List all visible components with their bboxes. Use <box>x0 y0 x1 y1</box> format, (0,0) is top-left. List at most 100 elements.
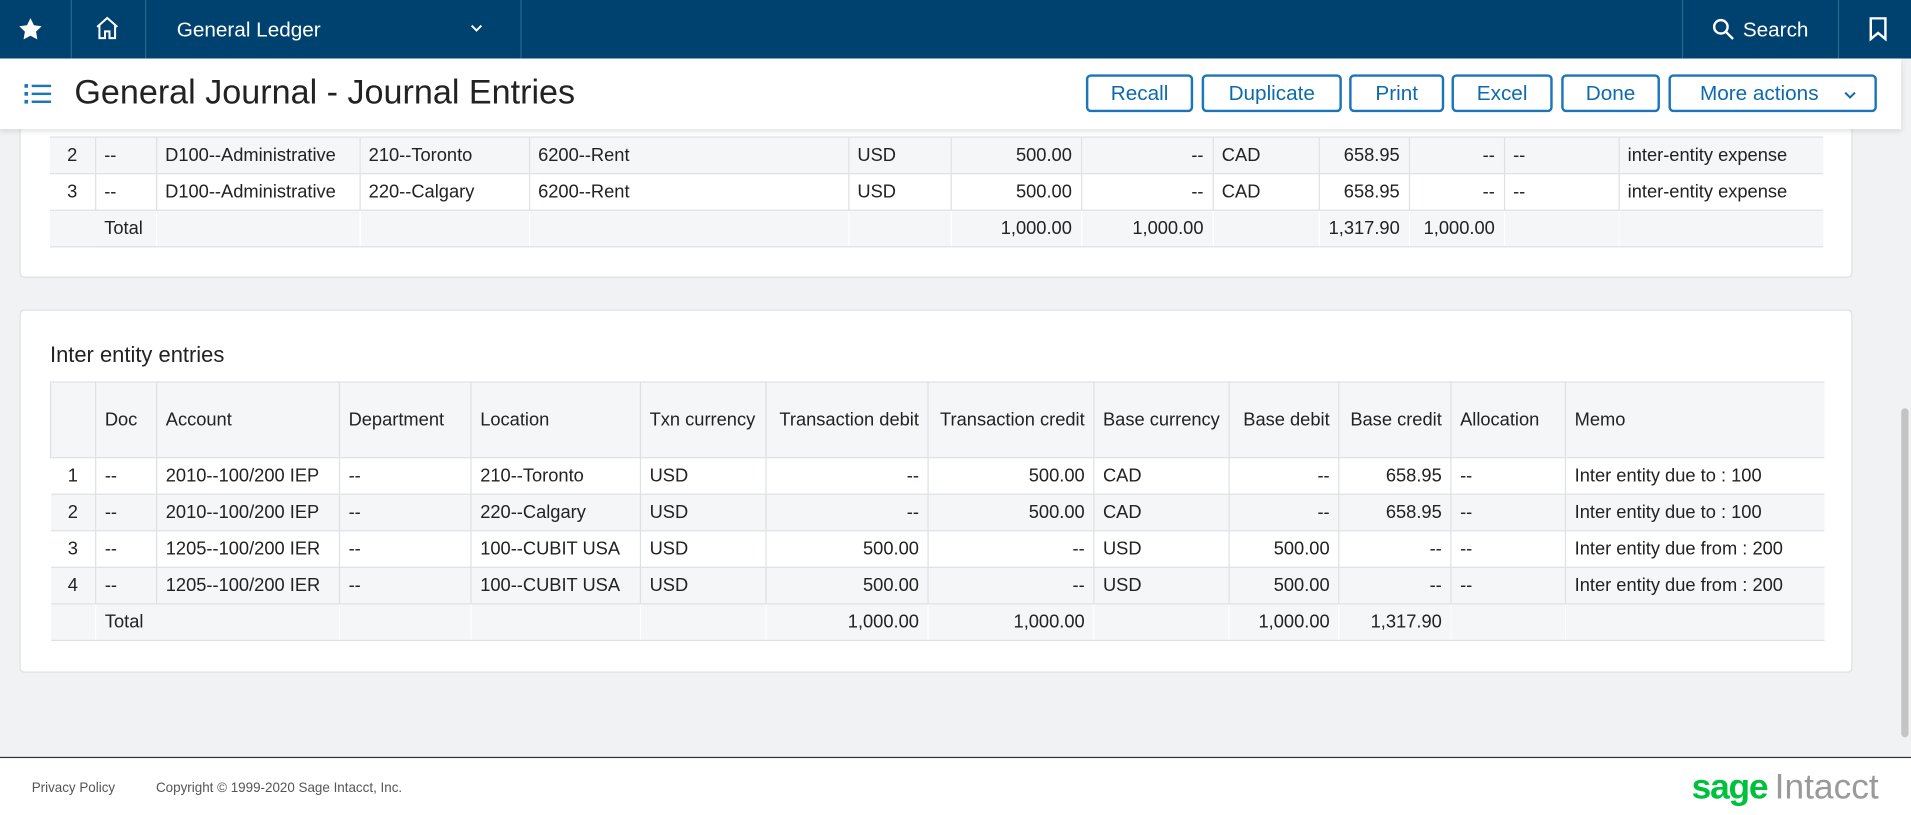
header-label: Department <box>348 409 445 431</box>
header-label: Location <box>480 409 550 431</box>
header-label: Base currency <box>1102 409 1220 431</box>
cell: 1,000.00 <box>1408 209 1504 248</box>
action-button[interactable]: More actions <box>1668 74 1877 113</box>
menu-icon[interactable] <box>24 82 52 106</box>
chevron[interactable] <box>469 22 484 34</box>
header-cell: Base currency <box>1093 381 1230 459</box>
cell: Inter entity due to : 100 <box>1564 493 1824 532</box>
header-label: Base debit <box>1243 409 1330 431</box>
button-label: Done <box>1585 81 1636 105</box>
cell: 1 <box>50 457 97 495</box>
action-button[interactable]: Duplicate <box>1201 74 1342 113</box>
cell: -- <box>927 566 1095 605</box>
total-label: Total <box>104 218 143 239</box>
cell: inter-entity expense <box>1617 136 1824 175</box>
header-cell: Memo <box>1564 381 1824 459</box>
cell: 658.95 <box>1338 457 1452 495</box>
footer: Privacy Policy Copyright © 1999-2020 Sag… <box>0 756 1911 815</box>
cell: 2010--100/200 IEP <box>156 457 341 495</box>
cell: -- <box>1080 173 1214 211</box>
cell <box>50 603 96 642</box>
cell: 4 <box>50 566 97 605</box>
favorites-icon[interactable] <box>18 17 42 41</box>
cell: 500.00 <box>1228 530 1340 568</box>
total-row: Total 1,000.00 1,000.00 1,000.00 1,317.90 <box>50 603 1824 642</box>
cell <box>339 603 472 642</box>
cell: -- <box>1228 493 1340 532</box>
action-button[interactable]: Print <box>1349 74 1445 113</box>
header-row: Doc Account Department Location Txn currency… <box>49 381 1824 459</box>
cell: 658.95 <box>1318 136 1410 175</box>
top-nav: General Ledger Search <box>0 0 1911 59</box>
header-cell: Account <box>156 381 341 459</box>
page-title: General Journal - Journal Entries <box>74 73 576 111</box>
scrollbar[interactable] <box>1901 408 1909 738</box>
cell: -- <box>1450 530 1567 568</box>
button-label: Excel <box>1476 81 1528 105</box>
cell: Inter entity due from : 200 <box>1564 566 1824 605</box>
cell: 2010--100/200 IEP <box>156 493 341 532</box>
home-icon[interactable] <box>94 15 121 42</box>
cell: 1,317.90 <box>1318 209 1409 248</box>
cell: 500.00 <box>1228 566 1340 605</box>
logo-product: Intacct <box>1774 767 1879 807</box>
table-row: 3 -- 1205--100/200 IER -- 100--CUBIT USA USD 5… <box>50 530 1824 568</box>
cell <box>1565 603 1824 642</box>
cell: -- <box>1450 493 1567 532</box>
cell <box>156 209 360 248</box>
header-label: Memo <box>1574 409 1626 431</box>
data-table: Doc Account Department Location Txn currency… <box>49 381 1824 642</box>
cell <box>1450 603 1566 642</box>
bookmark-icon[interactable] <box>1868 17 1888 42</box>
total-value: 1,000.00 <box>847 611 919 633</box>
cell: -- <box>94 173 157 211</box>
search-label[interactable]: Search <box>1742 18 1809 42</box>
header-label: Transaction debit <box>779 409 919 431</box>
cell: 1205--100/200 IER <box>156 530 341 568</box>
cell: -- <box>1228 457 1340 495</box>
cell: 210--Toronto <box>358 136 530 175</box>
cell: -- <box>338 493 472 532</box>
cell: USD <box>639 530 767 568</box>
cell: 658.95 <box>1318 173 1410 211</box>
cell: -- <box>338 566 472 605</box>
cell: 500.00 <box>765 530 929 568</box>
cell: -- <box>1080 136 1214 175</box>
action-button[interactable]: Recall <box>1085 74 1194 113</box>
cell: 1,000.00 <box>928 603 1094 642</box>
cell: 2 <box>50 493 97 532</box>
cell: -- <box>338 457 472 495</box>
cell: -- <box>1338 530 1452 568</box>
cell: Total <box>95 603 157 642</box>
cell <box>1618 209 1824 248</box>
header-cell: Location <box>470 381 642 459</box>
cell: USD <box>639 457 767 495</box>
header-label: Allocation <box>1460 409 1540 431</box>
cell: -- <box>95 493 158 532</box>
cell: -- <box>927 530 1095 568</box>
total-row: Total 1,000.00 1,000.00 1,317.90 1,000.00 <box>49 209 1824 248</box>
cell: -- <box>1408 136 1505 175</box>
total-value: 1,317.90 <box>1370 611 1442 633</box>
header-cell: Department <box>338 381 472 459</box>
privacy-link[interactable]: Privacy Policy <box>31 781 116 796</box>
action-button[interactable]: Done <box>1561 74 1660 113</box>
cell <box>848 209 951 248</box>
total-value: 1,000.00 <box>1423 218 1495 239</box>
cell: CAD <box>1093 457 1230 495</box>
cell <box>359 209 529 248</box>
header-label: Doc <box>104 409 138 431</box>
logo-brand: sage <box>1691 767 1769 807</box>
header-cell: Allocation <box>1450 381 1567 459</box>
cell: 6200--Rent <box>528 136 849 175</box>
action-button[interactable]: Excel <box>1451 74 1553 113</box>
page-header: General Journal - Journal Entries Recall… <box>0 58 1902 130</box>
cell: -- <box>1503 173 1620 211</box>
button-label: Print <box>1375 81 1418 105</box>
module-name[interactable]: General Ledger <box>176 18 321 42</box>
cell: -- <box>1503 136 1620 175</box>
search-icon[interactable] <box>1712 18 1734 40</box>
cell: 500.00 <box>927 493 1095 532</box>
chevron[interactable] <box>1843 89 1858 101</box>
cell: 500.00 <box>950 136 1082 175</box>
